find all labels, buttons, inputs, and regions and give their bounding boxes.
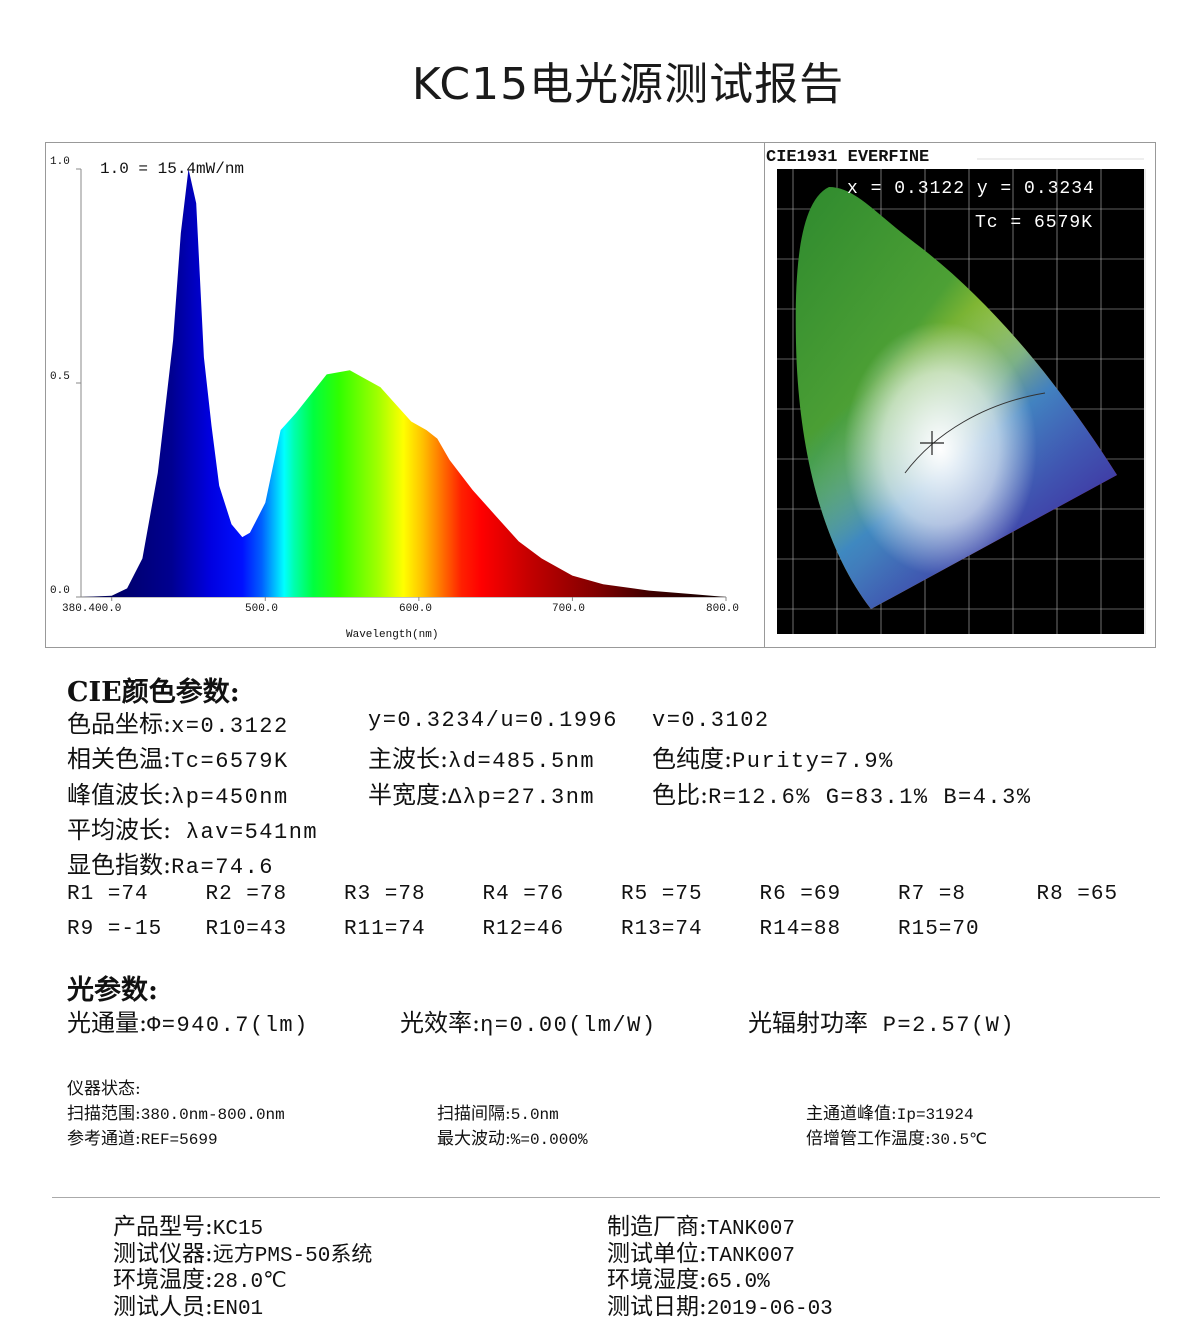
color-param: 色品坐标:x=0.3122 [67, 710, 289, 739]
radiant-power: 光辐射功率 P=2.57(W) [748, 1009, 1016, 1038]
divider [52, 1197, 1160, 1198]
x-tick: 500.0 [245, 603, 279, 615]
color-param: 显色指数:Ra=74.6 [67, 851, 275, 880]
color-param: 主波长:λd=485.5nm [368, 745, 596, 774]
spectrum-chart [76, 168, 727, 601]
reference-channel: 参考通道:REF=5699 [67, 1129, 218, 1149]
color-param: 半宽度:Δλp=27.3nm [368, 781, 596, 810]
cri-value: R5 =75 [621, 883, 703, 906]
cri-value: R6 =69 [759, 883, 842, 906]
cie-tc: Tc = 6579K [975, 213, 1094, 233]
y-tick: 0.5 [50, 371, 70, 383]
color-param: 平均波长: λav=541nm [67, 816, 319, 845]
cie-header: CIE1931 EVERFINE [766, 148, 930, 167]
cri-value: R4 =76 [482, 883, 565, 906]
planckian-locus [904, 392, 1046, 474]
cri-value: R3 =78 [344, 883, 426, 906]
footer-field: 制造厂商:TANK007 [607, 1214, 795, 1241]
color-param: y=0.3234/u=0.1996 [368, 708, 618, 733]
footer-field: 测试仪器:远方PMS-50系统 [113, 1240, 373, 1268]
x-tick: 600.0 [399, 603, 433, 615]
pmt-temperature: 倍增管工作温度:30.5℃ [806, 1129, 988, 1149]
luminous-efficacy: 光效率:η=0.00(lm/W) [400, 1009, 657, 1038]
cri-value: R13=74 [621, 918, 703, 941]
cri-value: R9 =-15 [67, 918, 163, 941]
luminous-flux: 光通量:Φ=940.7(lm) [67, 1009, 309, 1038]
scale-note: 1.0 = 15.4mW/nm [100, 160, 245, 178]
cri-value: R12=46 [482, 918, 565, 941]
footer-field: 环境湿度:65.0% [607, 1267, 770, 1294]
color-param: 色比:R=12.6% G=83.1% B=4.3% [652, 781, 1032, 810]
cri-value: R1 =74 [67, 883, 149, 906]
footer-field: 环境温度:28.0℃ [113, 1267, 287, 1294]
cri-value: R8 =65 [1036, 883, 1119, 906]
scan-range: 扫描范围:380.0nm-800.0nm [67, 1104, 285, 1124]
footer-field: 测试日期:2019-06-03 [607, 1293, 833, 1321]
spectrum-panel: 1.0 = 15.4mW/nm 1.0 0.5 0.0 380.400.0 50… [45, 142, 765, 648]
scan-interval: 扫描间隔:5.0nm [437, 1104, 559, 1124]
cri-value: R14=88 [759, 918, 842, 941]
footer-field: 测试单位:TANK007 [607, 1240, 795, 1268]
color-param: 峰值波长:λp=450nm [67, 781, 289, 810]
cri-value: R15=70 [898, 918, 980, 941]
cri-value: R11=74 [344, 918, 426, 941]
cri-value: R7 =8 [898, 883, 967, 906]
light-params-heading: 光参数: [67, 975, 158, 1006]
page-title: KC15电光源测试报告 [411, 59, 845, 110]
color-param: v=0.3102 [652, 708, 770, 733]
x-tick: 800.0 [706, 603, 740, 615]
y-tick: 0.0 [50, 585, 70, 597]
cie-diagram-panel: CIE1931 EVERFINE x = 0.3122 y = 0.3234 T… [764, 142, 1156, 648]
x-tick: 700.0 [552, 603, 586, 615]
x-tick: 380.400.0 [62, 603, 122, 615]
y-tick: 1.0 [50, 156, 70, 168]
footer-field: 产品型号:KC15 [113, 1214, 264, 1241]
spectrum-area [81, 169, 726, 597]
cri-value: R10=43 [205, 918, 288, 941]
color-params-heading: CIE颜色参数: [67, 677, 240, 708]
cri-value: R2 =78 [205, 883, 288, 906]
instrument-heading: 仪器状态: [67, 1079, 141, 1099]
max-fluctuation: 最大波动:%=0.000% [437, 1129, 588, 1149]
footer-field: 测试人员:EN01 [113, 1293, 264, 1321]
cie-xy: x = 0.3122 y = 0.3234 [847, 179, 1095, 199]
color-param: 色纯度:Purity=7.9% [652, 745, 894, 774]
main-channel-peak: 主通道峰值:Ip=31924 [806, 1104, 974, 1124]
color-param: 相关色温:Tc=6579K [67, 745, 289, 774]
cie-diagram [765, 147, 1146, 634]
measured-point-marker [920, 431, 944, 455]
x-axis-label: Wavelength(nm) [346, 629, 439, 641]
